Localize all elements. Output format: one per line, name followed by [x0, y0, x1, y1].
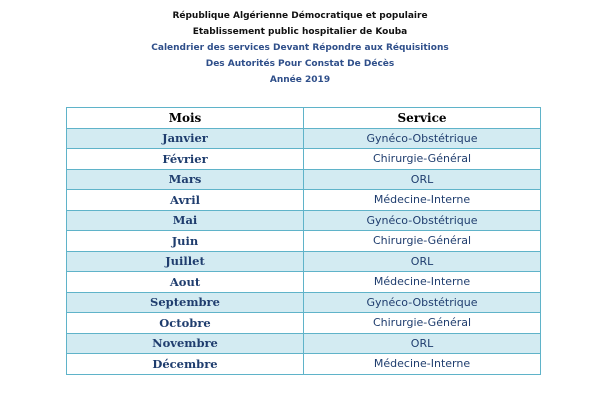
- month-cell: Janvier: [66, 127, 304, 149]
- document-subtitle: Des Autorités Pour Constat De Décès: [205, 59, 395, 69]
- table-header-row: Mois Service: [66, 107, 541, 129]
- service-cell: Chirurgie-Général: [303, 312, 541, 334]
- service-cell: Médecine-Interne: [303, 271, 541, 293]
- table-row: Mars ORL: [66, 168, 541, 190]
- document-title: Calendrier des services Devant Répondre …: [151, 43, 449, 53]
- table-row: Janvier Gynéco-Obstétrique: [66, 127, 541, 149]
- month-cell: Mai: [66, 209, 304, 231]
- service-cell: Chirurgie-Général: [303, 148, 541, 170]
- table-row: Juillet ORL: [66, 250, 541, 272]
- column-header-service: Service: [303, 107, 541, 129]
- service-cell: Gynéco-Obstétrique: [303, 291, 541, 313]
- service-cell: Médecine-Interne: [303, 353, 541, 375]
- service-cell: ORL: [303, 250, 541, 272]
- service-cell: ORL: [303, 168, 541, 190]
- month-cell: Juin: [66, 230, 304, 252]
- header-institution: Etablissement public hospitalier de Koub…: [192, 27, 408, 37]
- table-row: Février Chirurgie-Général: [66, 148, 541, 170]
- service-cell: Médecine-Interne: [303, 189, 541, 211]
- header-country: République Algérienne Démocratique et po…: [172, 11, 428, 21]
- month-cell: Septembre: [66, 291, 304, 313]
- table-row: Décembre Médecine-Interne: [66, 353, 541, 375]
- table-row: Juin Chirurgie-Général: [66, 230, 541, 252]
- month-cell: Février: [66, 148, 304, 170]
- month-cell: Aout: [66, 271, 304, 293]
- column-header-month: Mois: [66, 107, 304, 129]
- month-cell: Octobre: [66, 312, 304, 334]
- table-row: Septembre Gynéco-Obstétrique: [66, 291, 541, 313]
- table-row: Octobre Chirurgie-Général: [66, 312, 541, 334]
- document-year: Année 2019: [269, 75, 331, 85]
- month-cell: Avril: [66, 189, 304, 211]
- month-cell: Novembre: [66, 332, 304, 354]
- service-cell: ORL: [303, 332, 541, 354]
- table-row: Avril Médecine-Interne: [66, 189, 541, 211]
- table-row: Aout Médecine-Interne: [66, 271, 541, 293]
- service-cell: Gynéco-Obstétrique: [303, 127, 541, 149]
- table-row: Mai Gynéco-Obstétrique: [66, 209, 541, 231]
- month-cell: Juillet: [66, 250, 304, 272]
- month-cell: Mars: [66, 168, 304, 190]
- schedule-table: Mois Service Janvier Gynéco-Obstétrique Fé…: [66, 107, 541, 375]
- table-row: Novembre ORL: [66, 332, 541, 354]
- service-cell: Gynéco-Obstétrique: [303, 209, 541, 231]
- month-cell: Décembre: [66, 353, 304, 375]
- service-cell: Chirurgie-Général: [303, 230, 541, 252]
